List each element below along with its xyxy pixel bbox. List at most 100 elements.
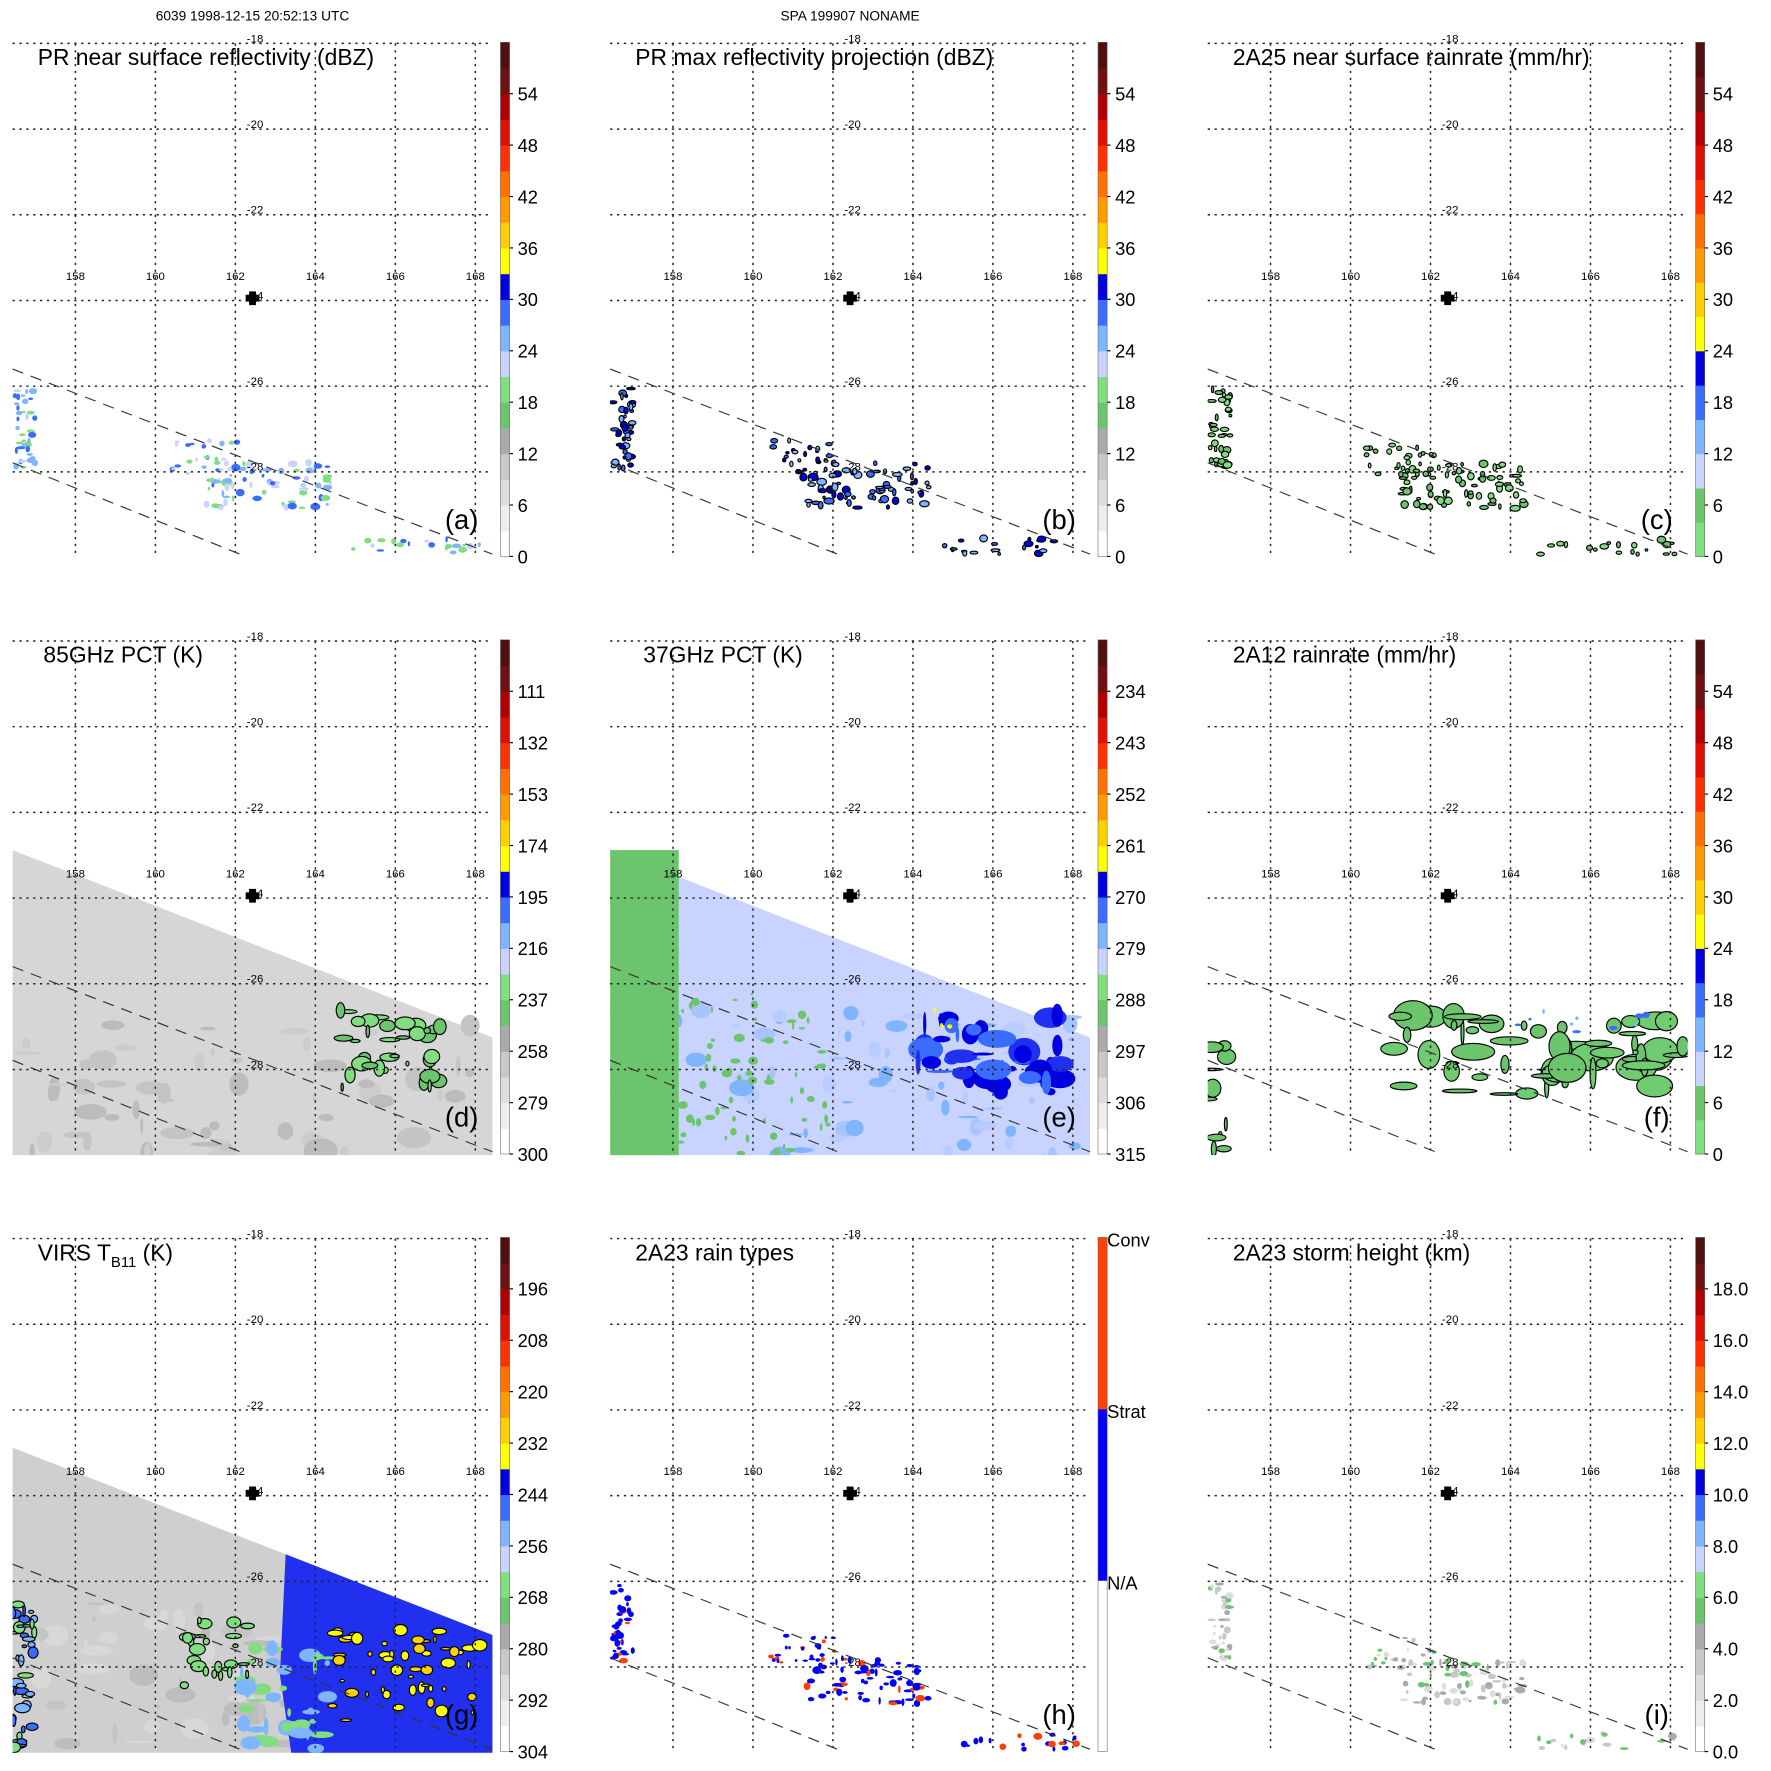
precip-pixel — [1515, 1686, 1526, 1694]
pr-swath-edge — [609, 368, 1091, 555]
colorbar-category-label: Strat — [1107, 1401, 1146, 1422]
precip-pixel — [249, 481, 253, 489]
precip-pixel — [28, 431, 37, 438]
precip-pixel — [1207, 398, 1217, 403]
precip-pixel — [841, 1100, 853, 1104]
colorbar-segment — [500, 1468, 510, 1496]
precip-pixel — [1502, 1682, 1507, 1689]
lon-tick-label: 166 — [386, 869, 405, 881]
precip-pixel — [806, 1095, 815, 1103]
precip-pixel — [226, 1666, 233, 1679]
precip-pixel — [211, 503, 220, 509]
precip-pixel — [1504, 1695, 1515, 1699]
precip-pixel — [1429, 475, 1437, 480]
precip-pixel — [1388, 1011, 1413, 1022]
colorbar-label: 12 — [1713, 1041, 1733, 1062]
precip-pixel — [1547, 1052, 1587, 1083]
precip-pixel — [1039, 548, 1048, 554]
colorbar-segment — [1098, 768, 1108, 795]
precip-pixel — [819, 1653, 825, 1657]
storm-center-cross-icon — [1440, 888, 1455, 903]
precip-pixel — [211, 1669, 218, 1679]
precip-pixel — [627, 462, 634, 468]
precip-pixel — [13, 1051, 42, 1056]
precip-pixel — [924, 480, 930, 486]
precip-pixel — [784, 1645, 788, 1650]
precip-pixel — [12, 1600, 25, 1609]
precip-pixel — [878, 1696, 881, 1705]
precip-pixel — [897, 1677, 903, 1681]
precip-pixel — [792, 1021, 795, 1030]
colorbar-segment — [1695, 1016, 1705, 1052]
pr-swath-edge — [609, 462, 844, 557]
precip-pixel — [327, 1702, 338, 1709]
colorbar-segment — [1098, 922, 1108, 949]
precip-pixel — [246, 1726, 268, 1733]
colorbar-segment — [500, 145, 510, 172]
panel-title-text: 2A25 near surface rainrate (mm/hr) — [1233, 44, 1590, 70]
precip-pixel — [1384, 1656, 1388, 1661]
precip-pixel — [695, 1118, 702, 1127]
lon-tick-label: 162 — [1421, 271, 1440, 283]
precip-pixel — [1401, 1657, 1407, 1663]
colorbar-label: 0.0 — [1713, 1741, 1738, 1762]
precip-pixel — [188, 1642, 206, 1656]
precip-pixel — [89, 1050, 117, 1070]
precip-pixel — [1036, 535, 1047, 543]
precip-pixel — [1601, 1732, 1608, 1737]
precip-pixel — [1467, 490, 1474, 496]
precip-pixel — [245, 1669, 250, 1679]
precip-pixel — [174, 440, 180, 444]
precip-pixel — [1380, 1041, 1409, 1056]
precip-pixel — [997, 551, 1001, 556]
colorbar-segment — [1695, 42, 1705, 78]
lat-tick-label: -22 — [247, 1400, 264, 1412]
precip-pixel — [261, 473, 265, 478]
precip-pixel — [956, 1138, 972, 1151]
precip-pixel — [837, 1027, 841, 1039]
precip-pixel — [807, 476, 814, 483]
precip-pixel — [906, 498, 914, 504]
lon-tick-label: 160 — [743, 1466, 762, 1478]
colorbar-segment — [500, 1725, 510, 1753]
colorbar-segment — [1098, 948, 1108, 975]
precip-pixel — [614, 1639, 621, 1647]
panel-letter: (d) — [445, 1102, 478, 1133]
precip-pixel — [315, 482, 322, 489]
colorbar-label: 42 — [1713, 186, 1733, 207]
precip-pixel — [1218, 444, 1225, 454]
precip-pixel — [794, 1659, 798, 1662]
precip-pixel — [335, 1002, 346, 1019]
precip-pixel — [13, 389, 22, 393]
precip-pixel — [1217, 433, 1226, 439]
precip-pixel — [610, 1019, 619, 1024]
precip-pixel — [1058, 1741, 1066, 1746]
lon-tick-label: 166 — [1581, 271, 1600, 283]
colorbar-segment — [500, 1025, 510, 1052]
precip-pixel — [1444, 463, 1453, 468]
colorbar-label: 18 — [518, 392, 538, 413]
precip-pixel — [1429, 1639, 1433, 1643]
colorbar-label: 14.0 — [1713, 1382, 1749, 1403]
precip-pixel — [793, 1159, 815, 1170]
colorbar-segment — [1695, 213, 1705, 249]
precip-pixel — [1605, 1017, 1622, 1034]
precip-pixel — [1519, 1677, 1525, 1681]
precip-pixel — [424, 539, 430, 543]
precip-pixel — [287, 1708, 292, 1717]
precip-pixel — [237, 1662, 250, 1667]
precip-pixel — [390, 1664, 404, 1676]
precip-pixel — [1455, 467, 1463, 475]
precip-pixel — [1224, 1610, 1231, 1616]
precip-pixel — [63, 1131, 90, 1139]
precip-pixel — [1218, 1635, 1222, 1640]
precip-pixel — [625, 996, 635, 1000]
precip-pixel — [322, 474, 333, 479]
precip-pixel — [32, 415, 38, 421]
precip-pixel — [308, 1649, 316, 1659]
precip-pixel — [620, 392, 624, 401]
precip-pixel — [621, 436, 627, 442]
precip-pixel — [1416, 496, 1422, 501]
colorbar-label: 36 — [1115, 238, 1135, 259]
precip-pixel — [630, 1095, 642, 1105]
